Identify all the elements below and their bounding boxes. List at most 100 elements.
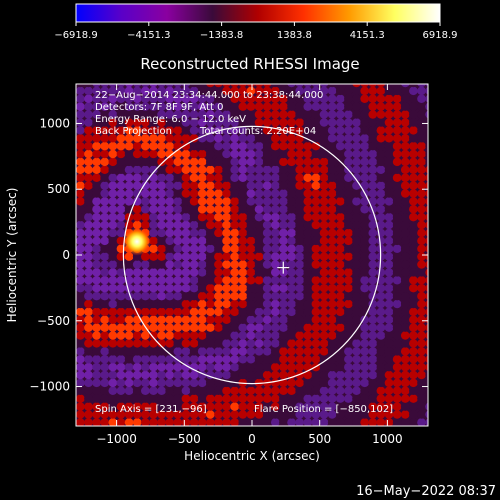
- heatmap-cell: [400, 354, 410, 364]
- heatmap-cell: [84, 402, 93, 411]
- heatmap-cell: [287, 141, 296, 151]
- heatmap-cell: [205, 205, 215, 214]
- heatmap-cell: [132, 94, 142, 104]
- heatmap-cell: [140, 276, 150, 285]
- heatmap-cell: [254, 291, 264, 301]
- heatmap-cell: [230, 189, 240, 198]
- spin-axis-marker: [277, 261, 290, 274]
- heatmap-cell: [287, 283, 296, 293]
- heatmap-cell: [352, 283, 361, 293]
- heatmap-cell: [392, 84, 402, 88]
- heatmap-cell: [222, 220, 231, 230]
- heatmap-cell: [108, 149, 118, 159]
- heatmap-cell: [149, 94, 158, 104]
- heatmap-cell: [222, 244, 231, 253]
- heatmap-cell: [149, 402, 158, 411]
- heatmap-cell: [376, 102, 386, 111]
- heatmap-cell: [254, 102, 264, 111]
- heatmap-cell: [246, 331, 256, 340]
- heatmap-cell: [108, 307, 118, 317]
- heatmap-cell: [262, 260, 272, 269]
- heatmap-cell: [295, 402, 305, 411]
- heatmap-cell: [116, 126, 126, 135]
- heatmap-cell: [189, 244, 199, 253]
- heatmap-cell: [279, 94, 288, 104]
- heatmap-cell: [279, 118, 288, 127]
- heatmap-cell: [140, 394, 150, 403]
- heatmap-cell: [205, 141, 215, 151]
- heatmap-cell: [368, 283, 378, 293]
- heatmap-cell: [319, 244, 329, 253]
- heatmap-cell: [295, 165, 305, 175]
- heatmap-cell: [92, 86, 101, 96]
- heatmap-cell: [425, 157, 428, 166]
- heatmap-cell: [230, 268, 240, 277]
- heatmap-cell: [238, 244, 248, 253]
- heatmap-cell: [270, 157, 280, 167]
- heatmap-cell: [392, 181, 402, 190]
- heatmap-cell: [392, 362, 402, 372]
- heatmap-cell: [400, 236, 410, 246]
- heatmap-cell: [327, 84, 337, 88]
- heatmap-cell: [124, 331, 134, 340]
- heatmap-cell: [344, 315, 353, 324]
- heatmap-cell: [189, 291, 199, 301]
- heatmap-cell: [222, 212, 231, 222]
- heatmap-cell: [124, 386, 134, 396]
- heatmap-cell: [222, 410, 231, 419]
- heatmap-cell: [246, 212, 256, 222]
- heatmap-cell: [425, 355, 428, 364]
- heatmap-cell: [295, 141, 305, 151]
- heatmap-cell: [189, 378, 199, 388]
- heatmap-cell: [303, 418, 313, 426]
- heatmap-cell: [352, 149, 361, 159]
- heatmap-cell: [262, 236, 272, 246]
- heatmap-cell: [327, 141, 337, 151]
- heatmap-cell: [238, 347, 248, 356]
- heatmap-cell: [287, 410, 296, 419]
- heatmap-cell: [254, 157, 264, 167]
- heatmap-cell: [205, 86, 215, 96]
- heatmap-cell: [417, 197, 426, 206]
- heatmap-cell: [76, 157, 85, 167]
- heatmap-cell: [100, 236, 110, 246]
- heatmap-cell: [344, 181, 353, 190]
- heatmap-cell: [400, 307, 410, 317]
- heatmap-cell: [92, 205, 101, 214]
- heatmap-cell: [254, 94, 264, 104]
- colorbar-tick-label: 6918.9: [423, 30, 458, 41]
- heatmap-cell: [352, 394, 361, 403]
- colorbar-tick-label: 1383.8: [277, 30, 312, 41]
- heatmap-cell: [409, 157, 418, 167]
- heatmap-cell: [262, 252, 272, 261]
- heatmap-cell: [197, 149, 207, 159]
- heatmap-cell: [230, 283, 240, 293]
- heatmap-cell: [92, 189, 101, 198]
- heatmap-cell: [189, 220, 199, 230]
- heatmap-cell: [132, 268, 142, 277]
- heatmap-cell: [254, 276, 264, 285]
- heatmap-cell: [100, 244, 110, 253]
- heatmap-cell: [116, 299, 126, 309]
- heatmap-cell: [246, 110, 256, 119]
- heatmap-cell: [279, 331, 288, 340]
- heatmap-cell: [335, 291, 345, 301]
- heatmap-cell: [295, 244, 305, 253]
- heatmap-cell: [279, 220, 288, 230]
- heatmap-cell: [368, 347, 378, 356]
- heatmap-cell: [360, 173, 370, 182]
- heatmap-cell: [108, 102, 118, 111]
- heatmap-cell: [116, 157, 126, 167]
- heatmap-cell: [327, 378, 337, 388]
- heatmap-cell: [181, 220, 191, 230]
- heatmap-cell: [230, 331, 240, 340]
- heatmap-cell: [425, 197, 428, 206]
- heatmap-cell: [270, 315, 280, 324]
- heatmap-cell: [270, 410, 280, 419]
- heatmap-cell: [327, 86, 337, 96]
- heatmap-cell: [254, 386, 264, 396]
- heatmap-cell: [392, 133, 402, 143]
- heatmap-cell: [409, 283, 418, 293]
- heatmap-cell: [262, 141, 272, 151]
- heatmap-cell: [254, 307, 264, 317]
